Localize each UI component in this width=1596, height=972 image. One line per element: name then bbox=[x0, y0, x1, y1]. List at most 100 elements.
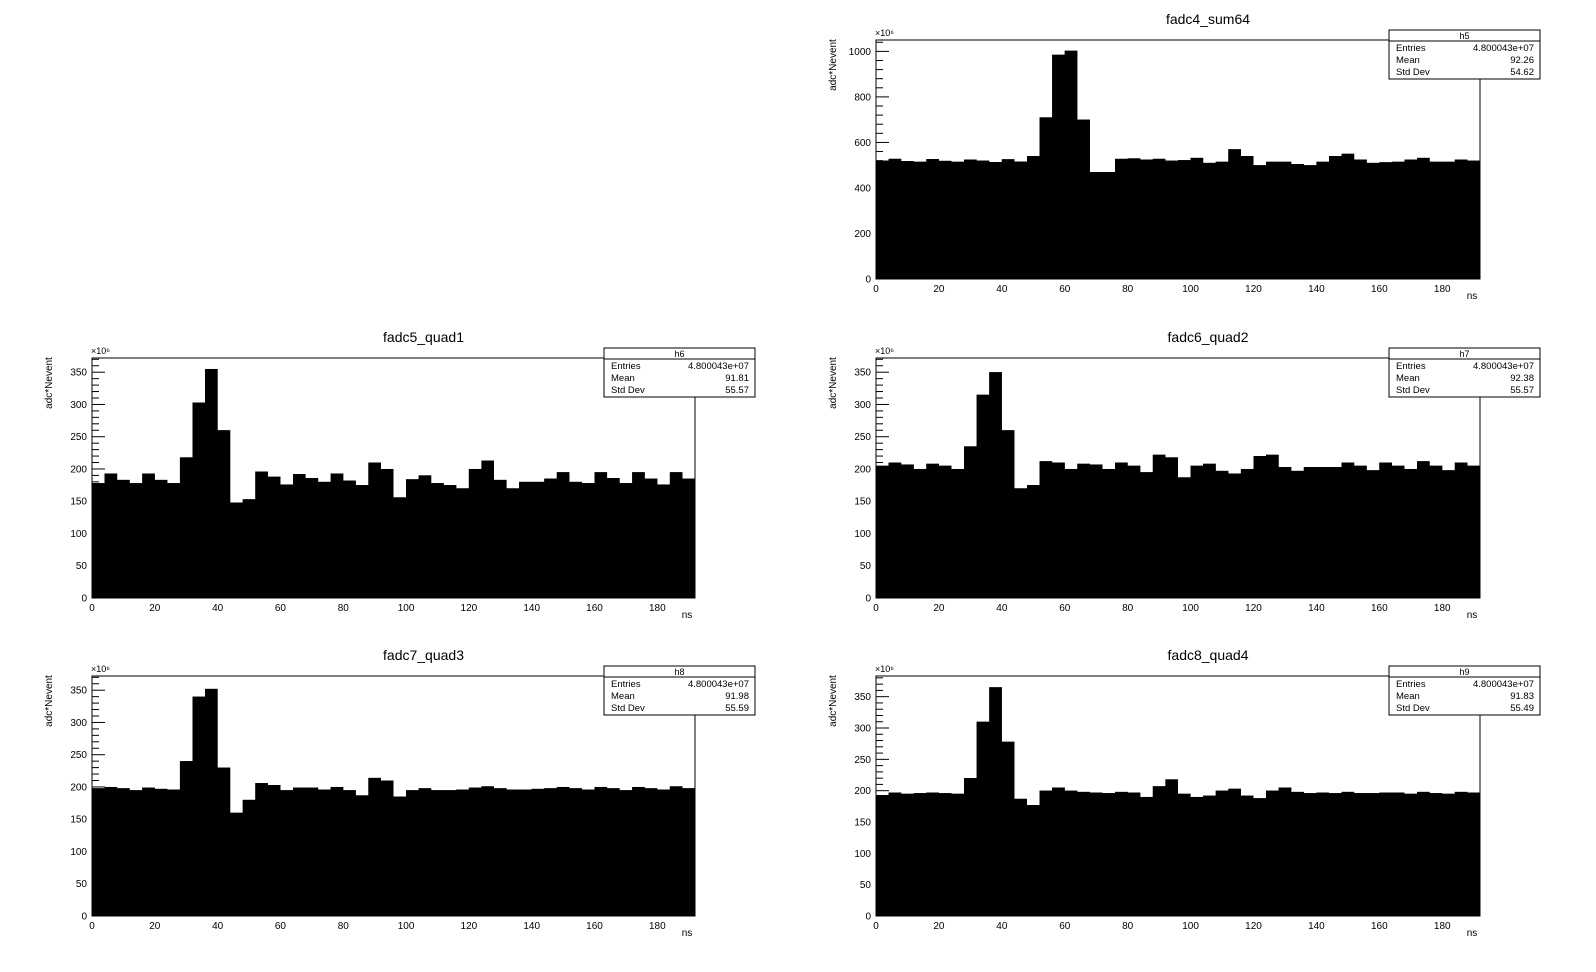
stats-label: Mean bbox=[1396, 373, 1420, 384]
chart-title: fadc6_quad2 bbox=[1168, 329, 1249, 345]
histogram-bin bbox=[951, 161, 965, 279]
histogram-bin bbox=[1102, 468, 1116, 598]
histogram-bin bbox=[1190, 157, 1204, 279]
histogram-bin bbox=[619, 483, 633, 598]
stats-label: Entries bbox=[1396, 679, 1426, 690]
x-tick-label: 60 bbox=[1059, 603, 1071, 614]
histogram-bin bbox=[1052, 54, 1065, 279]
x-tick-label: 120 bbox=[461, 921, 478, 932]
histogram-bin bbox=[531, 481, 545, 598]
histogram-panel-fadc8_quad4: 0 20 40 60 80 100 120 140 160 180 ns 0 50 100 150 200 25… bbox=[828, 647, 1541, 939]
histogram-bin bbox=[1014, 161, 1027, 279]
histogram-bin bbox=[1291, 791, 1304, 916]
y-tick-label: 50 bbox=[76, 879, 88, 890]
histogram-bin bbox=[1014, 798, 1027, 916]
histogram-bin bbox=[255, 783, 268, 916]
histogram-bin bbox=[1354, 159, 1367, 279]
x-tick-label: 120 bbox=[461, 603, 478, 614]
histogram-bin bbox=[343, 480, 356, 598]
x-tick-label: 180 bbox=[1434, 603, 1451, 614]
histogram-bin bbox=[217, 767, 231, 916]
y-tick-label: 0 bbox=[865, 594, 871, 605]
histogram-bin bbox=[1039, 790, 1053, 916]
y-tick-label: 350 bbox=[854, 692, 871, 703]
histogram-bin bbox=[901, 464, 914, 598]
stats-box-frame bbox=[1388, 29, 1541, 80]
histogram-bin bbox=[989, 372, 1002, 598]
histogram-bin bbox=[632, 786, 645, 916]
y-tick-label: 250 bbox=[70, 750, 87, 761]
histogram-panel-fadc5_quad1: 0 20 40 60 80 100 120 140 160 180 ns 0 50 100 150 200 25… bbox=[44, 329, 756, 621]
stats-label: Std Dev bbox=[611, 703, 645, 714]
histogram-bin bbox=[544, 478, 557, 598]
y-tick-label: 150 bbox=[854, 818, 871, 829]
histogram-bin bbox=[1203, 463, 1216, 598]
histogram-bin bbox=[406, 790, 419, 916]
histogram-bin bbox=[1266, 454, 1279, 598]
histogram-bin bbox=[876, 160, 889, 279]
histogram-bin bbox=[1253, 456, 1267, 598]
y-tick-label: 200 bbox=[854, 786, 871, 797]
histogram-bin bbox=[167, 483, 180, 598]
histogram-bin bbox=[418, 788, 432, 916]
histogram-bin bbox=[1278, 787, 1292, 916]
y-tick-label: 250 bbox=[70, 432, 87, 443]
histogram-bin bbox=[1127, 465, 1141, 598]
histogram-bin bbox=[951, 793, 965, 916]
histogram-bin bbox=[682, 788, 695, 916]
y-axis-label: adc*Nevent bbox=[44, 675, 55, 727]
histogram-bin bbox=[1152, 158, 1166, 279]
x-tick-label: 40 bbox=[996, 603, 1008, 614]
histogram-bin bbox=[1341, 153, 1355, 279]
histogram-bin bbox=[443, 790, 457, 916]
histogram-bin bbox=[519, 481, 532, 598]
x-tick-label: 80 bbox=[1122, 921, 1134, 932]
histogram-bin bbox=[154, 479, 168, 598]
histogram-bin bbox=[519, 789, 532, 916]
x-tick-label: 60 bbox=[1059, 284, 1071, 295]
histogram-bin bbox=[468, 787, 482, 916]
histogram-bin bbox=[1001, 159, 1015, 279]
x-tick-label: 100 bbox=[398, 921, 415, 932]
y-axis-label: adc*Nevent bbox=[828, 357, 839, 409]
stats-label: Mean bbox=[611, 373, 635, 384]
histogram-bin bbox=[305, 787, 319, 916]
y-tick-label: 200 bbox=[854, 229, 871, 240]
y-multiplier: ×10⁶ bbox=[875, 664, 894, 674]
histogram-bin bbox=[393, 796, 407, 916]
stats-box-frame bbox=[603, 347, 756, 398]
stats-box: h8 Entries 4.800043e+07 Mean 91.98 Std Dev 55.… bbox=[603, 665, 756, 716]
y-tick-label: 0 bbox=[865, 912, 871, 923]
x-tick-label: 20 bbox=[933, 603, 945, 614]
histogram-bin bbox=[355, 795, 369, 916]
histogram-bin bbox=[926, 159, 939, 279]
histogram-bin bbox=[607, 478, 620, 598]
histogram-bin bbox=[418, 475, 432, 598]
stats-label: Entries bbox=[1396, 361, 1426, 372]
histogram-bin bbox=[1127, 792, 1141, 916]
stats-box-frame bbox=[1388, 665, 1541, 716]
stats-box-frame bbox=[603, 665, 756, 716]
histogram-bin bbox=[1429, 465, 1443, 598]
histogram-bin bbox=[913, 468, 927, 598]
histogram-bin bbox=[1102, 172, 1116, 279]
histogram-bin bbox=[104, 786, 118, 916]
histogram-bin bbox=[431, 483, 444, 598]
histogram-bin bbox=[1291, 470, 1304, 598]
stats-name: h6 bbox=[674, 349, 684, 359]
histogram-bin bbox=[142, 473, 155, 598]
histogram-bin bbox=[901, 161, 914, 279]
histogram-bin bbox=[1240, 156, 1254, 279]
histogram-bin bbox=[1329, 156, 1342, 279]
x-tick-label: 80 bbox=[1122, 603, 1134, 614]
histogram-bin bbox=[129, 790, 143, 916]
histogram-bin bbox=[1064, 50, 1078, 280]
x-tick-label: 120 bbox=[1245, 921, 1262, 932]
y-tick-label: 0 bbox=[81, 594, 87, 605]
stats-box: h9 Entries 4.800043e+07 Mean 91.83 Std Dev 55.… bbox=[1388, 665, 1541, 716]
stats-value: 91.81 bbox=[725, 373, 749, 384]
x-axis-label: ns bbox=[1467, 928, 1478, 939]
x-tick-label: 0 bbox=[873, 284, 879, 295]
histogram-bin bbox=[669, 472, 683, 598]
